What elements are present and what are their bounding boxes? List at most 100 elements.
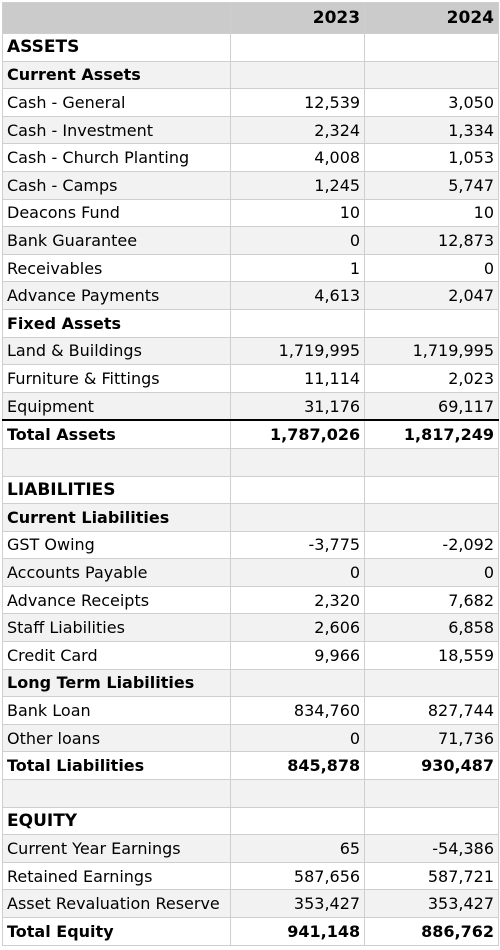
corner-cell [1,2,232,34]
label-cell: Furniture & Fittings [1,364,232,393]
label-cell [1,779,232,808]
value-cell [230,33,366,62]
data-row: Staff Liabilities 2,606 6,858 [1,613,499,643]
data-row: Furniture & Fittings 11,114 2,023 [1,364,499,393]
label-cell: Current Assets [1,60,232,90]
total-row: Total Assets 1,787,026 1,817,249 [1,419,499,449]
label-cell: EQUITY [1,806,232,836]
label-cell: Advance Receipts [1,585,232,615]
value-cell: 0 [230,558,366,587]
label-cell: Receivables [1,253,232,283]
blank-row [1,447,499,477]
label-cell: Staff Liabilities [1,613,232,643]
label-cell: Total Equity [1,917,232,946]
value-cell [230,806,366,836]
label-cell: Deacons Fund [1,198,232,228]
value-cell: 0 [364,253,499,283]
label-cell: Retained Earnings [1,861,232,891]
label-cell: Cash - General [1,88,232,117]
data-row: Cash - Church Planting 4,008 1,053 [1,143,499,172]
value-cell: 2,324 [230,115,366,145]
value-cell: 12,873 [364,226,499,255]
value-cell: 587,721 [364,861,499,891]
blank-row [1,779,499,808]
data-row: Cash - Camps 1,245 5,747 [1,170,499,200]
label-cell: LIABILITIES [1,475,232,505]
value-cell [364,503,499,532]
value-cell: 7,682 [364,585,499,615]
value-cell: 71,736 [364,723,499,753]
value-cell [364,475,499,505]
label-cell: Cash - Camps [1,170,232,200]
label-cell: Advance Payments [1,281,232,310]
label-cell: Total Assets [1,419,232,449]
value-cell [230,668,366,698]
value-cell: -2,092 [364,530,499,560]
value-cell: 353,427 [230,889,366,918]
value-cell: 1,334 [364,115,499,145]
label-cell: Cash - Church Planting [1,143,232,172]
data-row: Accounts Payable 0 0 [1,558,499,587]
data-row: Land & Buildings 1,719,995 1,719,995 [1,336,499,366]
value-cell: 0 [230,723,366,753]
value-cell: 12,539 [230,88,366,117]
value-cell [230,475,366,505]
data-row: Equipment 31,176 69,117 [1,391,499,421]
value-cell: -54,386 [364,834,499,863]
column-header: 2024 [364,2,499,34]
data-row: Credit Card 9,966 18,559 [1,641,499,670]
value-cell: 845,878 [230,751,366,781]
value-cell: 587,656 [230,861,366,891]
value-cell: 10 [364,198,499,228]
value-cell: 5,747 [364,170,499,200]
label-cell: Current Year Earnings [1,834,232,863]
value-cell: 1,817,249 [364,419,499,449]
section-title-row: ASSETS [1,33,499,62]
header-row: 2023 2024 [1,2,499,34]
data-row: Bank Loan 834,760 827,744 [1,696,499,725]
value-cell: 69,117 [364,391,499,421]
data-row: Retained Earnings 587,656 587,721 [1,861,499,891]
value-cell: 1,787,026 [230,419,366,449]
value-cell: 3,050 [364,88,499,117]
value-cell: 2,320 [230,585,366,615]
label-cell: Land & Buildings [1,336,232,366]
value-cell: -3,775 [230,530,366,560]
label-cell: Total Liabilities [1,751,232,781]
label-cell: Current Liabilities [1,503,232,532]
value-cell: 1,719,995 [364,336,499,366]
value-cell [364,33,499,62]
data-row: Receivables 1 0 [1,253,499,283]
value-cell: 31,176 [230,391,366,421]
label-cell: Accounts Payable [1,558,232,587]
value-cell: 834,760 [230,696,366,725]
value-cell [364,668,499,698]
value-cell: 1 [230,253,366,283]
total-row: Total Liabilities 845,878 930,487 [1,751,499,781]
value-cell [230,447,366,477]
data-row: Advance Payments 4,613 2,047 [1,281,499,310]
value-cell: 4,008 [230,143,366,172]
value-cell: 2,023 [364,364,499,393]
value-cell: 353,427 [364,889,499,918]
label-cell: Cash - Investment [1,115,232,145]
value-cell: 0 [230,226,366,255]
label-cell: ASSETS [1,33,232,62]
value-cell: 18,559 [364,641,499,670]
section-title-row: EQUITY [1,806,499,836]
group-title-row: Current Assets [1,60,499,90]
data-row: Asset Revaluation Reserve 353,427 353,427 [1,889,499,918]
data-row: Cash - Investment 2,324 1,334 [1,115,499,145]
value-cell [230,503,366,532]
value-cell [364,779,499,808]
value-cell [364,60,499,90]
value-cell: 11,114 [230,364,366,393]
value-cell: 2,606 [230,613,366,643]
group-title-row: Long Term Liabilities [1,668,499,698]
data-row: Cash - General 12,539 3,050 [1,88,499,117]
label-cell: GST Owing [1,530,232,560]
value-cell: 827,744 [364,696,499,725]
data-row: Current Year Earnings 65 -54,386 [1,834,499,863]
label-cell [1,447,232,477]
